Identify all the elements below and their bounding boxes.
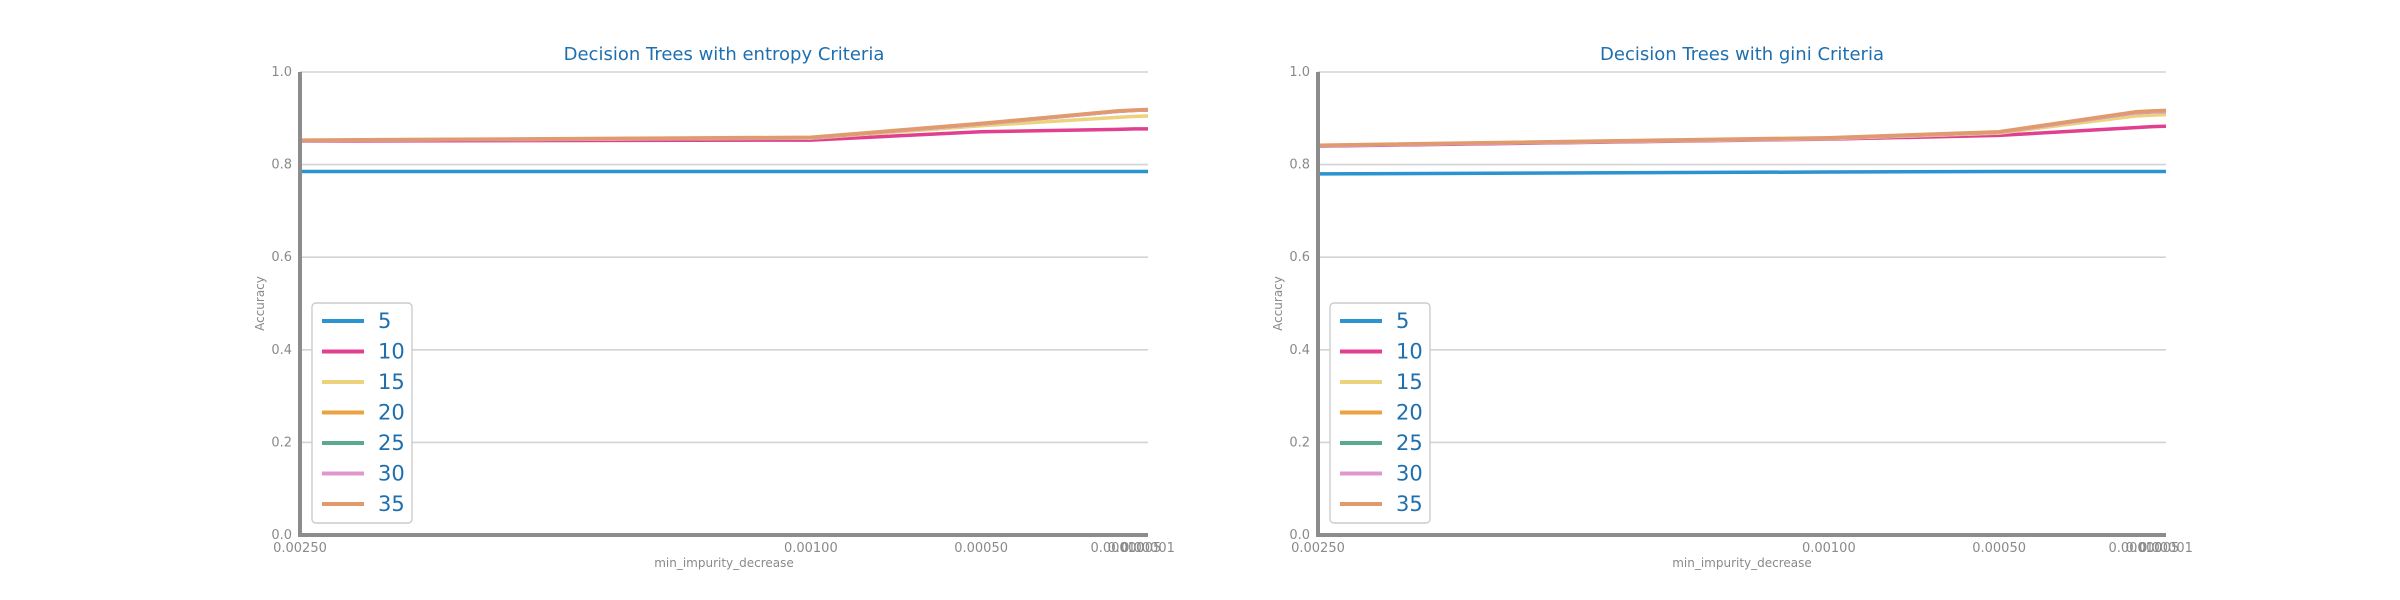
x-tick-label: 0.00001 (2139, 541, 2193, 556)
y-tick-label: 0.2 (1289, 435, 1310, 450)
legend-label-20: 20 (378, 401, 405, 425)
legend-label-10: 10 (378, 340, 405, 364)
legend-label-30: 30 (1396, 462, 1423, 486)
x-tick-label: 0.00100 (1802, 541, 1856, 556)
legend-label-15: 15 (378, 370, 405, 394)
x-tick-label: 0.00010 (1090, 541, 1144, 556)
series-line-20 (299, 108, 1149, 143)
legend-label-30: 30 (378, 462, 405, 486)
series-line-30 (299, 108, 1149, 143)
y-tick-label: 1.0 (1289, 65, 1310, 80)
legend-label-5: 5 (1396, 309, 1409, 333)
x-tick-label: 0.00001 (1121, 541, 1175, 556)
y-tick-label: 0.8 (1289, 158, 1310, 173)
y-tick-label: 0.6 (1289, 250, 1310, 265)
x-axis-label: min_impurity_decrease (1672, 556, 1812, 570)
x-tick-label: 0.00050 (1972, 541, 2026, 556)
x-tick-label: 0.00005 (1107, 541, 1161, 556)
x-tick-label: 0.00100 (784, 541, 838, 556)
x-axis-label: min_impurity_decrease (654, 556, 794, 570)
y-axis-label: Accuracy (253, 276, 267, 331)
legend-label-20: 20 (1396, 401, 1423, 425)
chart-title: Decision Trees with gini Criteria (1600, 44, 1884, 65)
chart-panel-1: 0.0 0.2 0.4 0.6 0.8 1.0 0.00250 0.00100 0.00050 0… (1271, 44, 2193, 570)
legend-label-15: 15 (1396, 370, 1423, 394)
y-axis-label: Accuracy (1271, 276, 1285, 331)
legend-label-5: 5 (378, 309, 391, 333)
legend-label-10: 10 (1396, 340, 1423, 364)
series-line-5 (1317, 169, 2166, 176)
chart-panel-0: 0.0 0.2 0.4 0.6 0.8 1.0 0.00250 0.00100 0.00050 0… (253, 44, 1175, 570)
y-tick-label: 1.0 (271, 65, 292, 80)
legend-label-25: 25 (1396, 431, 1423, 455)
series-line-35 (299, 107, 1149, 142)
x-tick-label: 0.00250 (273, 541, 327, 556)
x-tick-label: 0.00005 (2125, 541, 2179, 556)
legend-label-25: 25 (378, 431, 405, 455)
y-tick-label: 0.2 (271, 435, 292, 450)
x-tick-label: 0.00010 (2108, 541, 2162, 556)
chart-title: Decision Trees with entropy Criteria (564, 44, 885, 65)
series-line-35 (1317, 108, 2167, 147)
legend: 5 10 15 20 25 30 35 (311, 302, 413, 524)
x-tick-label: 0.00050 (954, 541, 1008, 556)
y-tick-label: 0.0 (271, 528, 292, 543)
legend: 5 10 15 20 25 30 35 (1329, 302, 1431, 524)
legend-label-35: 35 (1396, 492, 1423, 516)
y-tick-label: 0.4 (1289, 343, 1310, 358)
y-tick-label: 0.0 (1289, 528, 1310, 543)
x-tick-label: 0.00250 (1291, 541, 1345, 556)
series-line-25 (299, 108, 1149, 143)
legend-label-35: 35 (378, 492, 405, 516)
y-tick-label: 0.8 (271, 158, 292, 173)
y-tick-label: 0.4 (271, 343, 292, 358)
y-tick-label: 0.6 (271, 250, 292, 265)
